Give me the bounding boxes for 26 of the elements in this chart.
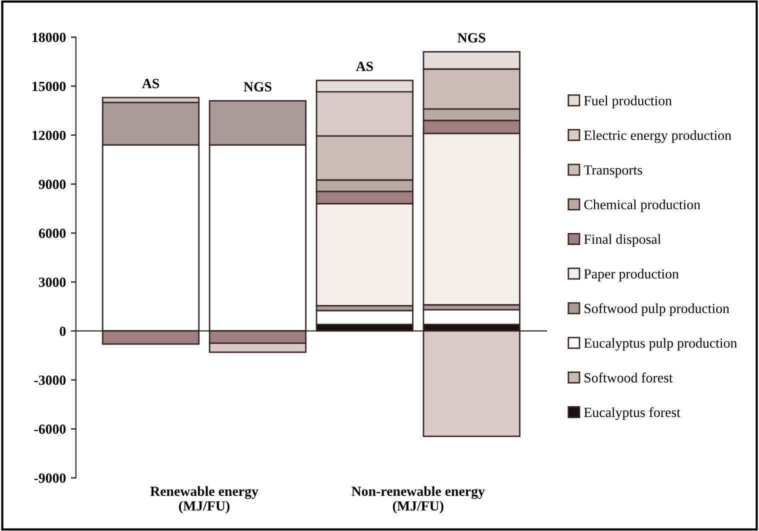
y-tick-label: 9000	[38, 180, 66, 190]
y-tick-label: 18000	[32, 32, 66, 42]
text: Non-renewable energy (MJ/FU)	[352, 486, 485, 514]
y-tick-label: -6000	[34, 424, 66, 434]
legend-label: Fuel production	[584, 96, 672, 108]
y-tick-label: -9000	[34, 473, 66, 483]
x-tick-label: AS	[142, 78, 160, 88]
y-tick-label: -3000	[34, 376, 66, 385]
y-tick-label: 0	[60, 326, 66, 336]
y-tick-label: 3000	[38, 278, 66, 287]
text: Renewable energy (MJ/FU)	[150, 486, 258, 514]
legend-label: Softwood forest	[584, 372, 673, 382]
legend-label: Transports	[584, 165, 642, 178]
x-tick-label: NGS	[244, 82, 272, 92]
legend-label: Final disposal	[584, 234, 661, 247]
x-tick-label: AS	[356, 62, 373, 72]
x-tick-label: NGS	[458, 33, 486, 43]
legend-label: Paper production	[584, 268, 679, 282]
legend-label: Softwood pulp production	[584, 303, 730, 316]
legend-label: Eucalyptus pulp production	[584, 338, 737, 351]
y-tick-label: 12000	[32, 130, 66, 140]
legend-label: Eucalyptus forest	[584, 407, 680, 420]
legend-label: Chemical production	[584, 200, 700, 212]
y-tick-label: 15000	[32, 82, 66, 92]
legend-label: Electric energy production	[584, 130, 732, 143]
y-tick-label: 6000	[38, 228, 66, 238]
